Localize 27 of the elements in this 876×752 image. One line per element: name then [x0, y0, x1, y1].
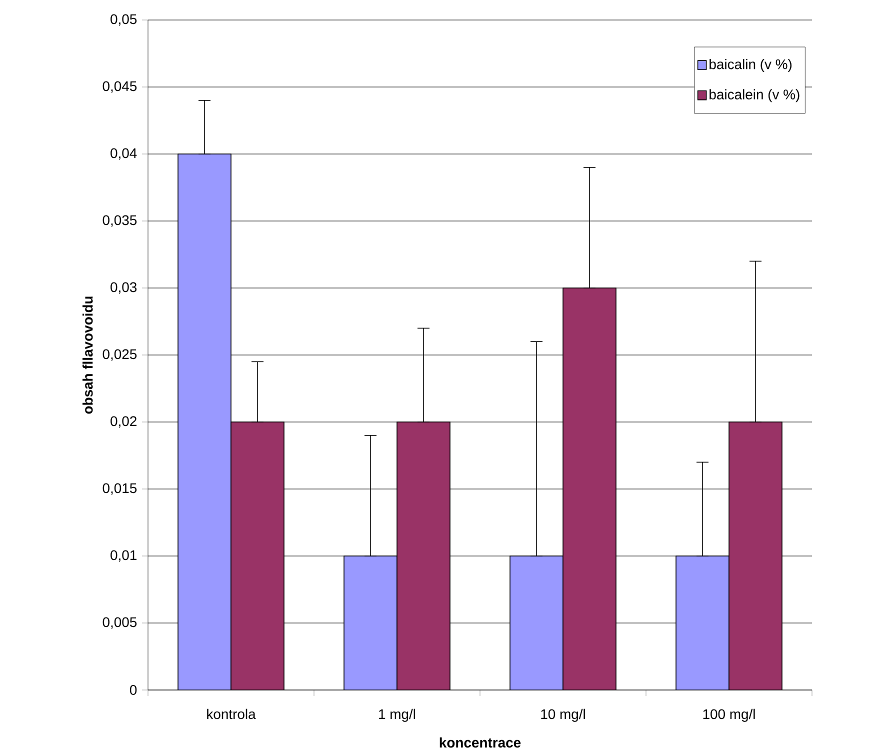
- y-tick-label: 0,005: [102, 617, 137, 629]
- y-tick-label: 0,03: [110, 282, 137, 294]
- legend-label: baicalin (v %): [710, 58, 792, 72]
- y-tick-label: 0,045: [102, 81, 137, 93]
- bar: [562, 287, 616, 690]
- y-tick-label: 0,025: [102, 349, 137, 361]
- bar: [344, 555, 398, 690]
- y-tick-label: 0,015: [102, 483, 137, 495]
- bar: [230, 421, 284, 690]
- legend-label: baicalein (v %): [710, 89, 800, 102]
- x-tick-label: 1 mg/l: [379, 708, 416, 722]
- x-tick-label: kontrola: [207, 708, 256, 719]
- y-tick-label: 0,035: [102, 215, 137, 227]
- y-tick-label: 0,04: [110, 148, 137, 160]
- y-tick-label: 0,02: [110, 416, 136, 428]
- bar: [396, 421, 450, 690]
- x-tick-label: 10 mg/l: [541, 708, 585, 722]
- x-axis-title: koncentrace: [440, 737, 521, 748]
- bar: [178, 153, 232, 690]
- y-tick-label: 0: [130, 684, 137, 695]
- y-tick-label: 0,01: [110, 550, 136, 562]
- x-tick-label: 100 mg/l: [703, 708, 755, 722]
- bar: [676, 555, 730, 690]
- y-tick-label: 0,05: [110, 14, 137, 26]
- bar: [728, 421, 782, 690]
- y-axis-title: obsah fllavovoidu: [82, 296, 93, 414]
- bar: [510, 555, 564, 690]
